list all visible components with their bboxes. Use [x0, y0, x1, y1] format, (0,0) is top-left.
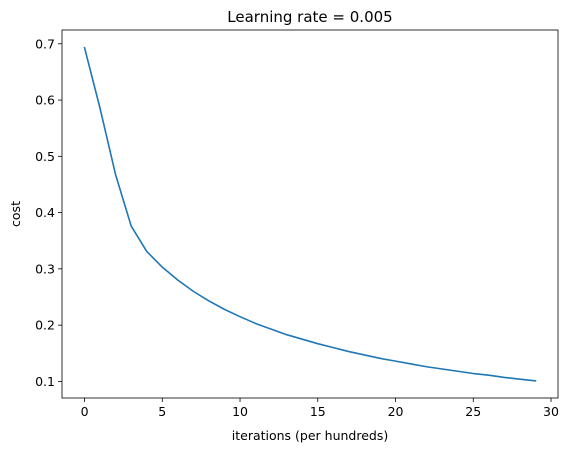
y-tick-label: 0.5 — [35, 149, 55, 164]
plot-frame — [61, 29, 559, 399]
chart-title: Learning rate = 0.005 — [227, 8, 392, 26]
x-axis: 0 5 10 15 20 25 30 — [81, 398, 559, 419]
x-tick-label: 25 — [465, 404, 481, 419]
x-axis-label: iterations (per hundreds) — [232, 428, 389, 443]
y-tick-label: 0.4 — [35, 205, 55, 220]
x-tick-label: 15 — [310, 404, 326, 419]
x-tick-label: 10 — [232, 404, 248, 419]
y-tick-label: 0.1 — [35, 374, 55, 389]
y-tick-label: 0.6 — [35, 93, 55, 108]
x-tick-label: 5 — [158, 404, 166, 419]
x-tick-label: 30 — [543, 404, 559, 419]
y-axis: 0.1 0.2 0.3 0.4 0.5 0.6 0.7 — [35, 36, 62, 389]
plot-area — [83, 46, 537, 382]
x-tick-label: 0 — [81, 404, 89, 419]
y-tick-label: 0.2 — [35, 318, 55, 333]
y-axis-label: cost — [8, 201, 23, 227]
series-line-0 — [83, 46, 537, 382]
y-tick-label: 0.7 — [35, 36, 55, 51]
x-tick-label: 20 — [388, 404, 404, 419]
y-tick-label: 0.3 — [35, 261, 55, 276]
